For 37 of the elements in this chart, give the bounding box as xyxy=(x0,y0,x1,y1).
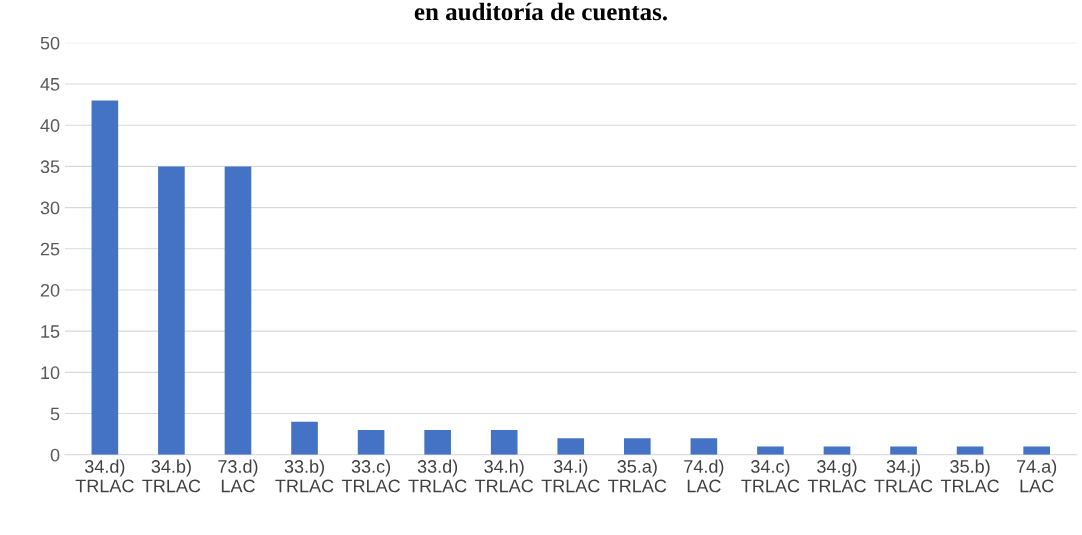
y-tick-label: 10 xyxy=(41,366,60,380)
x-tick-label: 33.c) TRLAC xyxy=(341,459,400,493)
y-tick-label: 50 xyxy=(40,36,60,50)
y-tick-label: 35 xyxy=(40,160,60,174)
bar xyxy=(690,438,718,455)
bar xyxy=(158,166,185,455)
bar xyxy=(224,166,252,455)
x-tick-label: 35.a) TRLAC xyxy=(608,459,667,493)
x-tick-label: 34.d) TRLAC xyxy=(75,459,134,493)
x-tick-label: 34.c) TRLAC xyxy=(741,459,800,493)
x-tick-label: 74.d) LAC xyxy=(684,459,724,493)
y-tick-label: 40 xyxy=(40,119,60,132)
y-tick-label: 20 xyxy=(40,283,60,297)
x-tick-label: 73.d) LAC xyxy=(218,459,258,493)
x-tick-label: 33.d) TRLAC xyxy=(408,459,467,493)
bar xyxy=(291,421,318,455)
bar xyxy=(557,438,585,455)
bar xyxy=(490,430,518,455)
chart-title: en auditoría de cuentas. xyxy=(414,2,667,21)
y-tick-label: 15 xyxy=(41,325,60,338)
bar xyxy=(624,438,651,455)
y-tick-label: 0 xyxy=(50,448,60,462)
x-tick-label: 74.a) LAC xyxy=(1017,459,1057,493)
x-tick-label: 33.b) TRLAC xyxy=(275,459,334,493)
bar xyxy=(91,100,119,455)
y-tick-label: 5 xyxy=(50,407,60,421)
x-tick-label: 34.b) TRLAC xyxy=(142,459,201,493)
y-tick-label: 30 xyxy=(40,201,60,215)
x-tick-label: 34.i) TRLAC xyxy=(541,459,600,493)
y-tick-label: 45 xyxy=(40,78,60,91)
bar xyxy=(424,430,451,455)
x-tick-label: 34.g) TRLAC xyxy=(807,459,866,493)
x-tick-label: 34.h) TRLAC xyxy=(475,459,534,493)
x-tick-label: 34.j) TRLAC xyxy=(874,459,933,493)
x-tick-label: 35.b) TRLAC xyxy=(940,459,1000,493)
y-tick-label: 25 xyxy=(40,242,60,256)
bar xyxy=(357,430,385,455)
